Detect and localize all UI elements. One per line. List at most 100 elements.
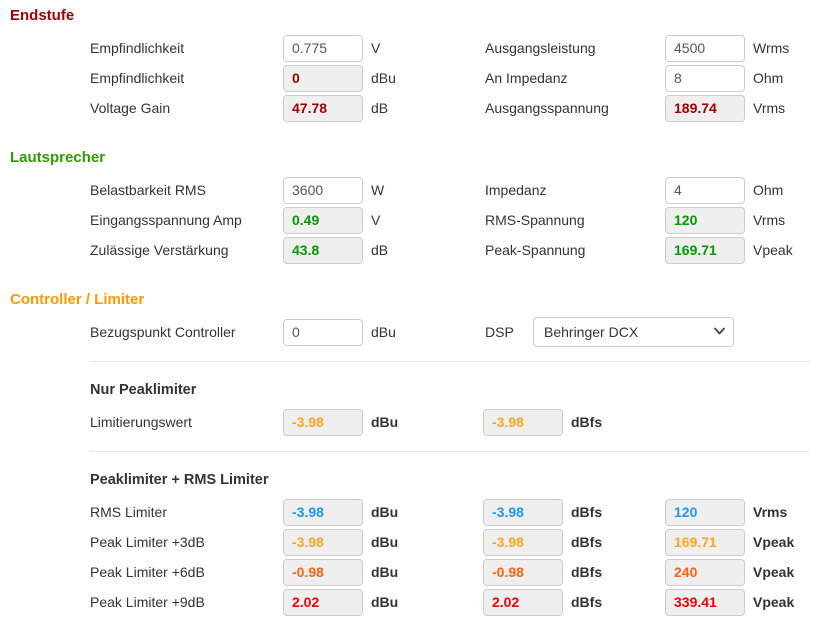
field-label-rms-spannung: RMS-Spannung (485, 212, 585, 228)
section-title-nur-peaklimiter: Nur Peaklimiter (90, 382, 197, 398)
peak-limiter-3db-dbu-output (283, 528, 363, 556)
section-controller-limiter: Controller / Limiter Bezugspunkt Control… (0, 292, 836, 347)
rms-spannung-output (665, 206, 745, 234)
field-label-ausgangsleistung: Ausgangsleistung (485, 40, 596, 56)
field-label-belastbarkeit-rms: Belastbarkeit RMS (90, 182, 206, 198)
field-label-peak-spannung: Peak-Spannung (485, 242, 586, 258)
limiter-calculator-page: Endstufe Empfindlichkeit V Ausgangsleist… (0, 8, 836, 617)
unit-label: dBu (371, 414, 399, 430)
form-row: Voltage Gain dB Ausgangsspannung Vrms (90, 93, 836, 123)
belastbarkeit-rms-input[interactable] (283, 176, 363, 204)
unit-label: dBfs (571, 414, 603, 430)
unit-label: Vpeak (753, 564, 795, 580)
rms-limiter-vrms-output (665, 498, 745, 526)
ausgangsleistung-input[interactable] (665, 34, 745, 62)
field-label-dsp: DSP (485, 324, 514, 340)
section-title-controller-limiter: Controller / Limiter (10, 291, 145, 308)
unit-label: dBu (371, 564, 399, 580)
peak-limiter-6db-dbfs-output (483, 558, 563, 586)
ausgangsspannung-output (665, 94, 745, 122)
section-lautsprecher: Lautsprecher Belastbarkeit RMS W Impedan… (0, 150, 836, 265)
field-label-an-impedanz: An Impedanz (485, 70, 568, 86)
peak-limiter-9db-vpeak-output (665, 588, 745, 616)
unit-label: dBu (371, 594, 399, 610)
unit-label: dBu (371, 504, 399, 520)
section-peaklimiter-rms-limiter: Peaklimiter + RMS Limiter RMS Limiter dB… (0, 472, 836, 617)
unit-label: Vrms (753, 504, 788, 520)
form-row: RMS Limiter dBu dBfs Vrms (90, 497, 836, 527)
unit-label: Vrms (753, 100, 786, 116)
dsp-select[interactable]: Behringer DCX (533, 317, 734, 347)
field-label-bezugspunkt-controller: Bezugspunkt Controller (90, 324, 236, 340)
unit-label: W (371, 182, 385, 198)
unit-label: dBu (371, 534, 399, 550)
empfindlichkeit-dbu-output (283, 64, 363, 92)
peak-limiter-9db-dbu-output (283, 588, 363, 616)
field-label-voltage-gain: Voltage Gain (90, 100, 171, 116)
an-impedanz-input[interactable] (665, 64, 745, 92)
unit-label: V (371, 40, 381, 56)
section-nur-peaklimiter: Nur Peaklimiter Limitierungswert dBu dBf… (0, 382, 836, 437)
unit-label: dB (371, 100, 389, 116)
eingangsspannung-amp-output (283, 206, 363, 234)
field-label-impedanz: Impedanz (485, 182, 547, 198)
bezugspunkt-controller-input[interactable] (283, 318, 363, 346)
field-label-peak-limiter-6db: Peak Limiter +6dB (90, 564, 205, 580)
unit-label: Vpeak (753, 242, 793, 258)
unit-label: dBu (371, 324, 396, 340)
section-endstufe: Endstufe Empfindlichkeit V Ausgangsleist… (0, 8, 836, 123)
unit-label: Vpeak (753, 534, 795, 550)
impedanz-input[interactable] (665, 176, 745, 204)
section-title-peaklimiter-rms-limiter: Peaklimiter + RMS Limiter (90, 472, 269, 488)
voltage-gain-output (283, 94, 363, 122)
field-label-peak-limiter-3db: Peak Limiter +3dB (90, 534, 205, 550)
section-title-lautsprecher: Lautsprecher (10, 149, 106, 166)
form-row: Empfindlichkeit dBu An Impedanz Ohm (90, 63, 836, 93)
field-label-limitierungswert: Limitierungswert (90, 414, 192, 430)
unit-label: dBfs (571, 594, 603, 610)
dsp-select-wrap: Behringer DCX (533, 317, 734, 347)
unit-label: dBfs (571, 504, 603, 520)
zulaessige-verstaerkung-output (283, 236, 363, 264)
rms-limiter-dbfs-output (483, 498, 563, 526)
form-row: Empfindlichkeit V Ausgangsleistung Wrms (90, 33, 836, 63)
empfindlichkeit-v-input[interactable] (283, 34, 363, 62)
field-label-ausgangsspannung: Ausgangsspannung (485, 100, 609, 116)
form-row: Eingangsspannung Amp V RMS-Spannung Vrms (90, 205, 836, 235)
field-label-empfindlichkeit-v: Empfindlichkeit (90, 40, 185, 56)
peak-spannung-output (665, 236, 745, 264)
unit-label: dB (371, 242, 389, 258)
unit-label: dBfs (571, 534, 603, 550)
form-row: Bezugspunkt Controller dBu DSP Behringer… (90, 317, 836, 347)
unit-label: dBfs (571, 564, 603, 580)
field-label-eingangsspannung-amp: Eingangsspannung Amp (90, 212, 242, 228)
unit-label: Ohm (753, 70, 784, 86)
unit-label: dBu (371, 70, 396, 86)
form-row: Peak Limiter +6dB dBu dBfs Vpeak (90, 557, 836, 587)
unit-label: Ohm (753, 182, 784, 198)
field-label-rms-limiter: RMS Limiter (90, 504, 168, 520)
limitierungswert-dbfs-output (483, 408, 563, 436)
unit-label: Vpeak (753, 594, 795, 610)
peak-limiter-6db-vpeak-output (665, 558, 745, 586)
field-label-zulaessige-verstaerkung: Zulässige Verstärkung (90, 242, 229, 258)
divider (90, 361, 810, 362)
peak-limiter-3db-vpeak-output (665, 528, 745, 556)
field-label-empfindlichkeit-dbu: Empfindlichkeit (90, 70, 185, 86)
form-row: Zulässige Verstärkung dB Peak-Spannung V… (90, 235, 836, 265)
divider (90, 451, 810, 452)
peak-limiter-3db-dbfs-output (483, 528, 563, 556)
form-row: Belastbarkeit RMS W Impedanz Ohm (90, 175, 836, 205)
form-row: Peak Limiter +3dB dBu dBfs Vpeak (90, 527, 836, 557)
limitierungswert-dbu-output (283, 408, 363, 436)
peak-limiter-9db-dbfs-output (483, 588, 563, 616)
section-title-endstufe: Endstufe (10, 7, 75, 24)
unit-label: V (371, 212, 381, 228)
peak-limiter-6db-dbu-output (283, 558, 363, 586)
field-label-peak-limiter-9db: Peak Limiter +9dB (90, 594, 205, 610)
unit-label: Vrms (753, 212, 786, 228)
rms-limiter-dbu-output (283, 498, 363, 526)
form-row: Peak Limiter +9dB dBu dBfs Vpeak (90, 587, 836, 617)
unit-label: Wrms (753, 40, 790, 56)
form-row: Limitierungswert dBu dBfs (90, 407, 836, 437)
